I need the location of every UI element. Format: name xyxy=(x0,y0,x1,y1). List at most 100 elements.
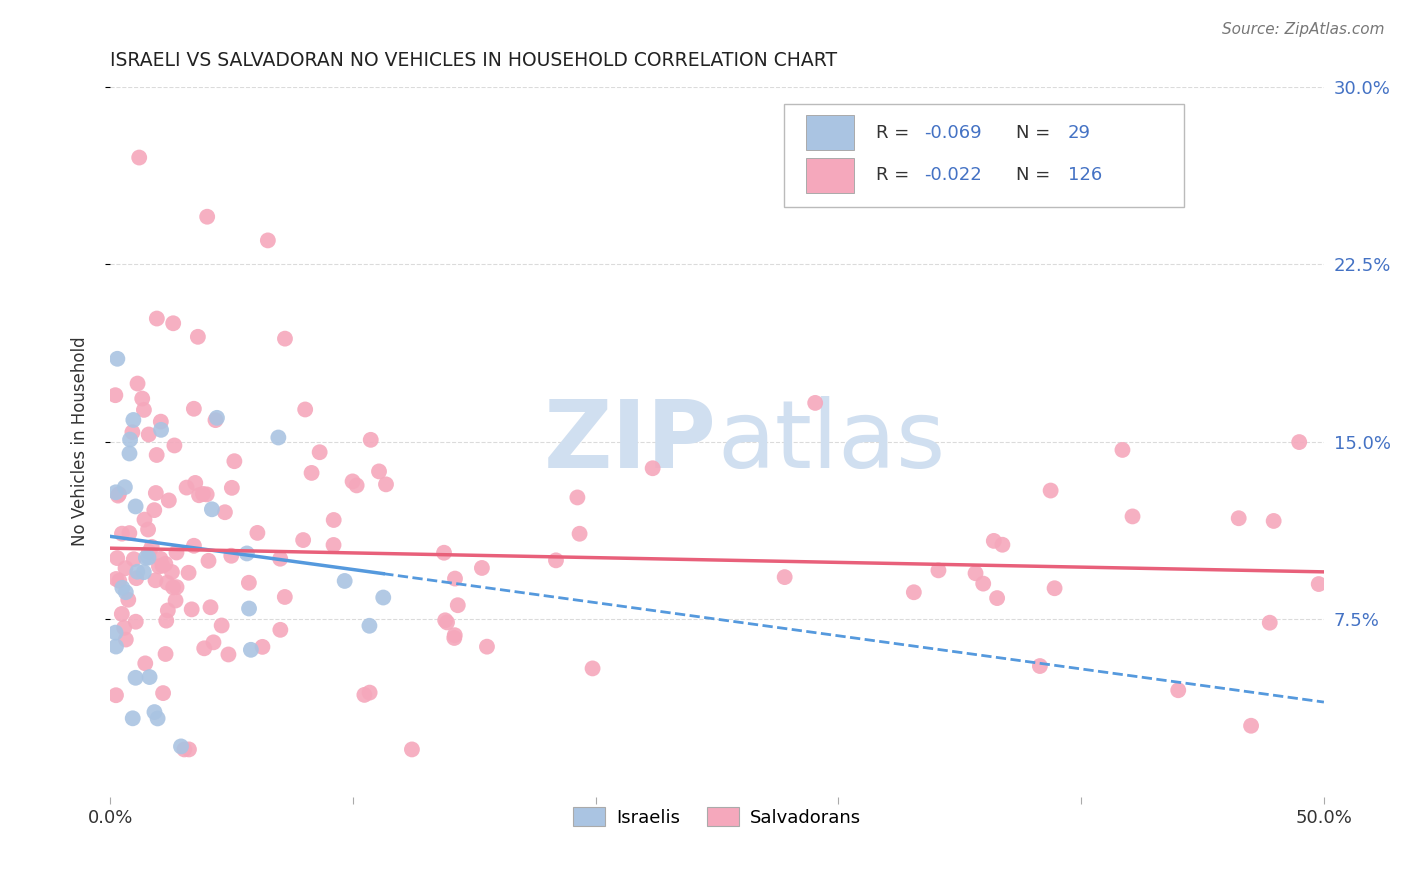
Point xyxy=(1167,683,1189,698)
Point xyxy=(443,631,465,645)
Point xyxy=(141,540,163,554)
Point xyxy=(160,565,183,579)
Point xyxy=(162,316,184,330)
Point xyxy=(239,642,262,657)
Point xyxy=(132,565,155,579)
Text: ZIP: ZIP xyxy=(544,396,717,488)
Point xyxy=(120,433,142,447)
Point xyxy=(104,688,127,702)
Point xyxy=(111,607,134,621)
Point xyxy=(173,742,195,756)
Point xyxy=(359,619,381,633)
Point xyxy=(201,502,224,516)
Point xyxy=(105,551,128,566)
Point xyxy=(114,480,136,494)
Point xyxy=(401,742,423,756)
Point xyxy=(156,603,179,617)
Text: N =: N = xyxy=(1015,166,1056,185)
Point xyxy=(475,640,498,654)
Point xyxy=(568,526,591,541)
FancyBboxPatch shape xyxy=(806,158,855,193)
Point xyxy=(145,574,167,588)
Point xyxy=(200,600,222,615)
Point xyxy=(773,570,796,584)
Point xyxy=(111,581,134,595)
Point xyxy=(145,448,167,462)
Point xyxy=(224,454,246,468)
Point xyxy=(149,552,172,566)
Point xyxy=(238,601,260,615)
Point xyxy=(148,559,170,574)
Point xyxy=(155,647,177,661)
Y-axis label: No Vehicles in Household: No Vehicles in Household xyxy=(72,337,89,547)
Point xyxy=(193,641,215,656)
Point xyxy=(134,657,156,671)
Point xyxy=(443,628,465,642)
Point xyxy=(138,545,160,559)
Point xyxy=(353,688,375,702)
Point xyxy=(433,546,456,560)
Point xyxy=(156,575,179,590)
Point xyxy=(252,640,274,654)
Point xyxy=(257,234,280,248)
Point xyxy=(214,505,236,519)
Point xyxy=(134,513,156,527)
Point xyxy=(804,396,827,410)
Point xyxy=(191,487,214,501)
Point xyxy=(132,403,155,417)
Point xyxy=(104,485,127,500)
Point xyxy=(124,671,146,685)
Point xyxy=(1111,442,1133,457)
Point xyxy=(274,332,297,346)
Point xyxy=(105,351,128,366)
Point xyxy=(202,635,225,649)
Point xyxy=(177,742,200,756)
Point xyxy=(342,475,364,489)
Point xyxy=(1043,581,1066,595)
Point xyxy=(114,561,136,575)
Point xyxy=(124,500,146,514)
Point xyxy=(162,580,184,594)
Point xyxy=(368,464,391,478)
Point xyxy=(149,415,172,429)
Point xyxy=(170,739,193,754)
Point xyxy=(104,388,127,402)
Point xyxy=(246,525,269,540)
Point xyxy=(983,533,1005,548)
Point xyxy=(121,711,143,725)
Point xyxy=(1240,719,1263,733)
Point xyxy=(333,574,356,588)
Point xyxy=(143,705,166,719)
Text: 29: 29 xyxy=(1067,124,1091,142)
Point xyxy=(128,151,150,165)
Point xyxy=(236,546,259,560)
Point xyxy=(183,401,205,416)
Point xyxy=(187,330,209,344)
Point xyxy=(965,566,987,581)
Point xyxy=(105,640,128,654)
Point xyxy=(136,523,159,537)
Point xyxy=(903,585,925,599)
Point xyxy=(269,551,291,566)
Point xyxy=(107,489,129,503)
Point xyxy=(195,210,218,224)
Point xyxy=(188,488,211,502)
Point xyxy=(150,423,173,437)
Point xyxy=(125,615,148,629)
Point xyxy=(183,539,205,553)
Point xyxy=(166,545,188,559)
Point xyxy=(131,392,153,406)
Text: -0.022: -0.022 xyxy=(925,166,983,185)
Point xyxy=(221,481,243,495)
Text: N =: N = xyxy=(1015,124,1056,142)
Point xyxy=(105,572,128,586)
Point xyxy=(197,554,219,568)
Point xyxy=(292,533,315,547)
Point xyxy=(1029,659,1052,673)
Point xyxy=(177,566,200,580)
Point xyxy=(152,558,174,573)
Point xyxy=(138,427,160,442)
Point xyxy=(375,477,398,491)
Point xyxy=(238,575,260,590)
Point xyxy=(359,685,381,699)
